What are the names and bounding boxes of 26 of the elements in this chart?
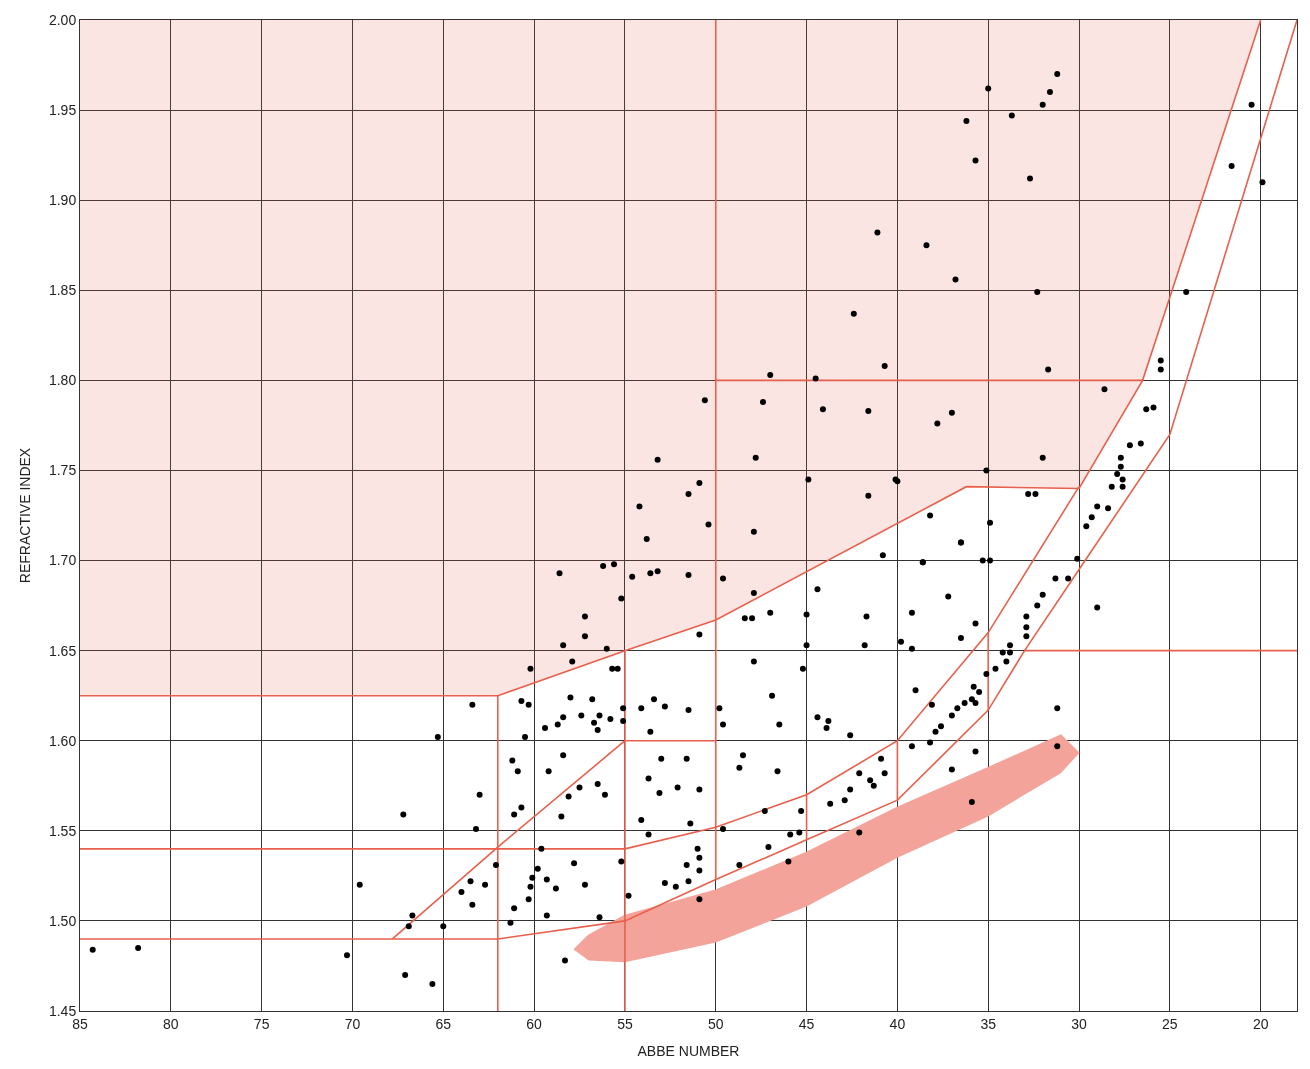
y-tick-label: 2.00	[48, 11, 77, 28]
y-tick-label: 1.65	[48, 642, 77, 659]
x-axis-title: ABBE NUMBER	[637, 1043, 740, 1060]
y-axis-title: REFRACTIVE INDEX	[16, 447, 33, 584]
x-tick-label: 50	[707, 1015, 724, 1032]
x-tick-label: 60	[526, 1015, 543, 1032]
x-tick-label: 30	[1071, 1015, 1088, 1032]
x-tick-label: 55	[617, 1015, 633, 1032]
y-tick-label: 1.60	[48, 732, 77, 749]
y-tick-label: 1.70	[48, 552, 77, 569]
x-tick-label: 80	[163, 1015, 179, 1032]
y-tick-label: 1.80	[48, 372, 77, 389]
x-tick-label: 75	[253, 1015, 270, 1032]
y-tick-label: 1.50	[48, 912, 77, 929]
x-tick-label: 45	[798, 1015, 815, 1032]
y-tick-label: 1.90	[48, 192, 77, 209]
y-tick-label: 1.85	[48, 282, 77, 299]
y-tick-label: 1.55	[48, 822, 77, 839]
x-tick-label: 40	[889, 1015, 906, 1032]
x-tick-label: 70	[344, 1015, 361, 1032]
x-tick-label: 35	[980, 1015, 997, 1032]
y-tick-label: 1.95	[48, 101, 77, 118]
y-tick-label: 1.75	[48, 462, 77, 479]
x-tick-label: 65	[435, 1015, 452, 1032]
x-tick-label: 20	[1252, 1015, 1269, 1032]
x-tick-label: 25	[1162, 1015, 1178, 1032]
